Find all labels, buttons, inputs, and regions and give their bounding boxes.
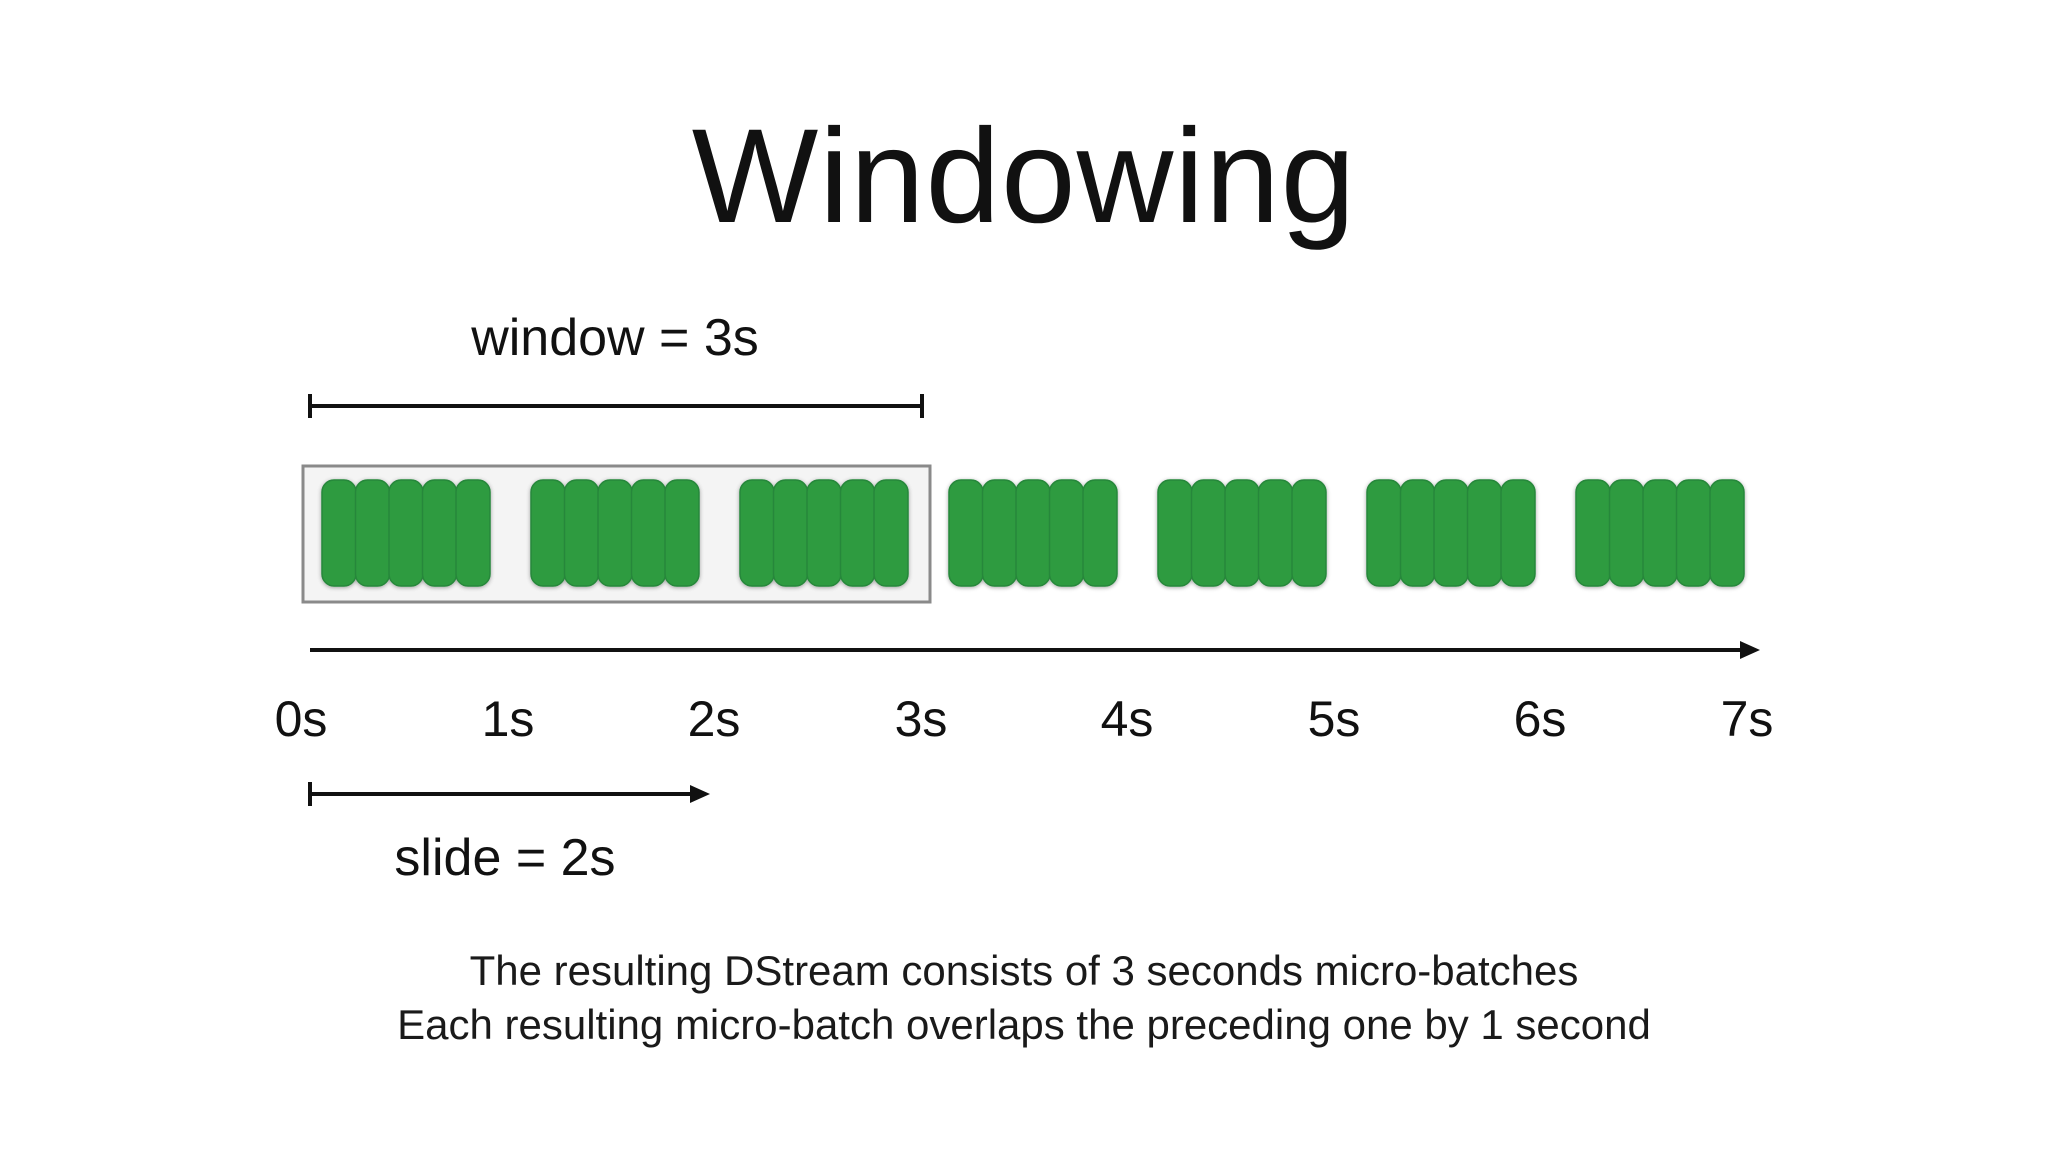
record-block (388, 479, 424, 587)
record-block (1575, 479, 1611, 587)
tick-label-6s: 6s (1513, 691, 1567, 747)
record-block (354, 479, 391, 587)
record-block (1082, 479, 1118, 587)
micro-batch (739, 479, 909, 587)
record-block (1642, 479, 1678, 587)
caption-line-1: The resulting DStream consists of 3 seco… (469, 947, 1579, 994)
record-block (597, 479, 633, 587)
micro-batch (948, 479, 1118, 587)
record-block (1048, 479, 1085, 587)
window-size-label: window = 3s (471, 309, 759, 367)
record-block (739, 479, 775, 587)
record-block (421, 479, 458, 587)
record-block (981, 479, 1018, 587)
record-block (772, 479, 809, 587)
timeline-axis (310, 641, 1760, 659)
record-block (664, 479, 700, 587)
record-block (321, 479, 357, 587)
record-block (630, 479, 667, 587)
record-block (455, 479, 491, 587)
record-block (1366, 479, 1402, 587)
micro-batch (1575, 479, 1745, 587)
record-block (806, 479, 842, 587)
record-block (1466, 479, 1503, 587)
record-block (1291, 479, 1327, 587)
record-block (948, 479, 984, 587)
slide-title: Windowing (691, 102, 1357, 251)
record-block (1709, 479, 1745, 587)
slide-arrow (308, 782, 710, 806)
record-block (1433, 479, 1469, 587)
tick-label-3s: 3s (894, 691, 948, 747)
tick-label-1s: 1s (481, 691, 535, 747)
slide-interval-label: slide = 2s (394, 829, 616, 887)
caption-line-2: Each resulting micro-batch overlaps the … (397, 1001, 1651, 1048)
record-block (1399, 479, 1436, 587)
record-block (1015, 479, 1051, 587)
tick-label-7s: 7s (1720, 691, 1774, 747)
record-block (1608, 479, 1645, 587)
record-block (1190, 479, 1227, 587)
record-block (1500, 479, 1536, 587)
micro-batch (530, 479, 700, 587)
tick-label-2s: 2s (687, 691, 741, 747)
record-block (1257, 479, 1294, 587)
record-block (530, 479, 566, 587)
micro-batch (321, 479, 491, 587)
record-block (1675, 479, 1712, 587)
tick-label-0s: 0s (274, 691, 328, 747)
record-block (563, 479, 600, 587)
tick-label-5s: 5s (1307, 691, 1361, 747)
micro-batch (1157, 479, 1327, 587)
record-block (1224, 479, 1260, 587)
record-block (873, 479, 909, 587)
micro-batches (321, 479, 1745, 587)
tick-label-4s: 4s (1100, 691, 1154, 747)
record-block (839, 479, 876, 587)
window-span-bracket (308, 394, 924, 418)
record-block (1157, 479, 1193, 587)
micro-batch (1366, 479, 1536, 587)
